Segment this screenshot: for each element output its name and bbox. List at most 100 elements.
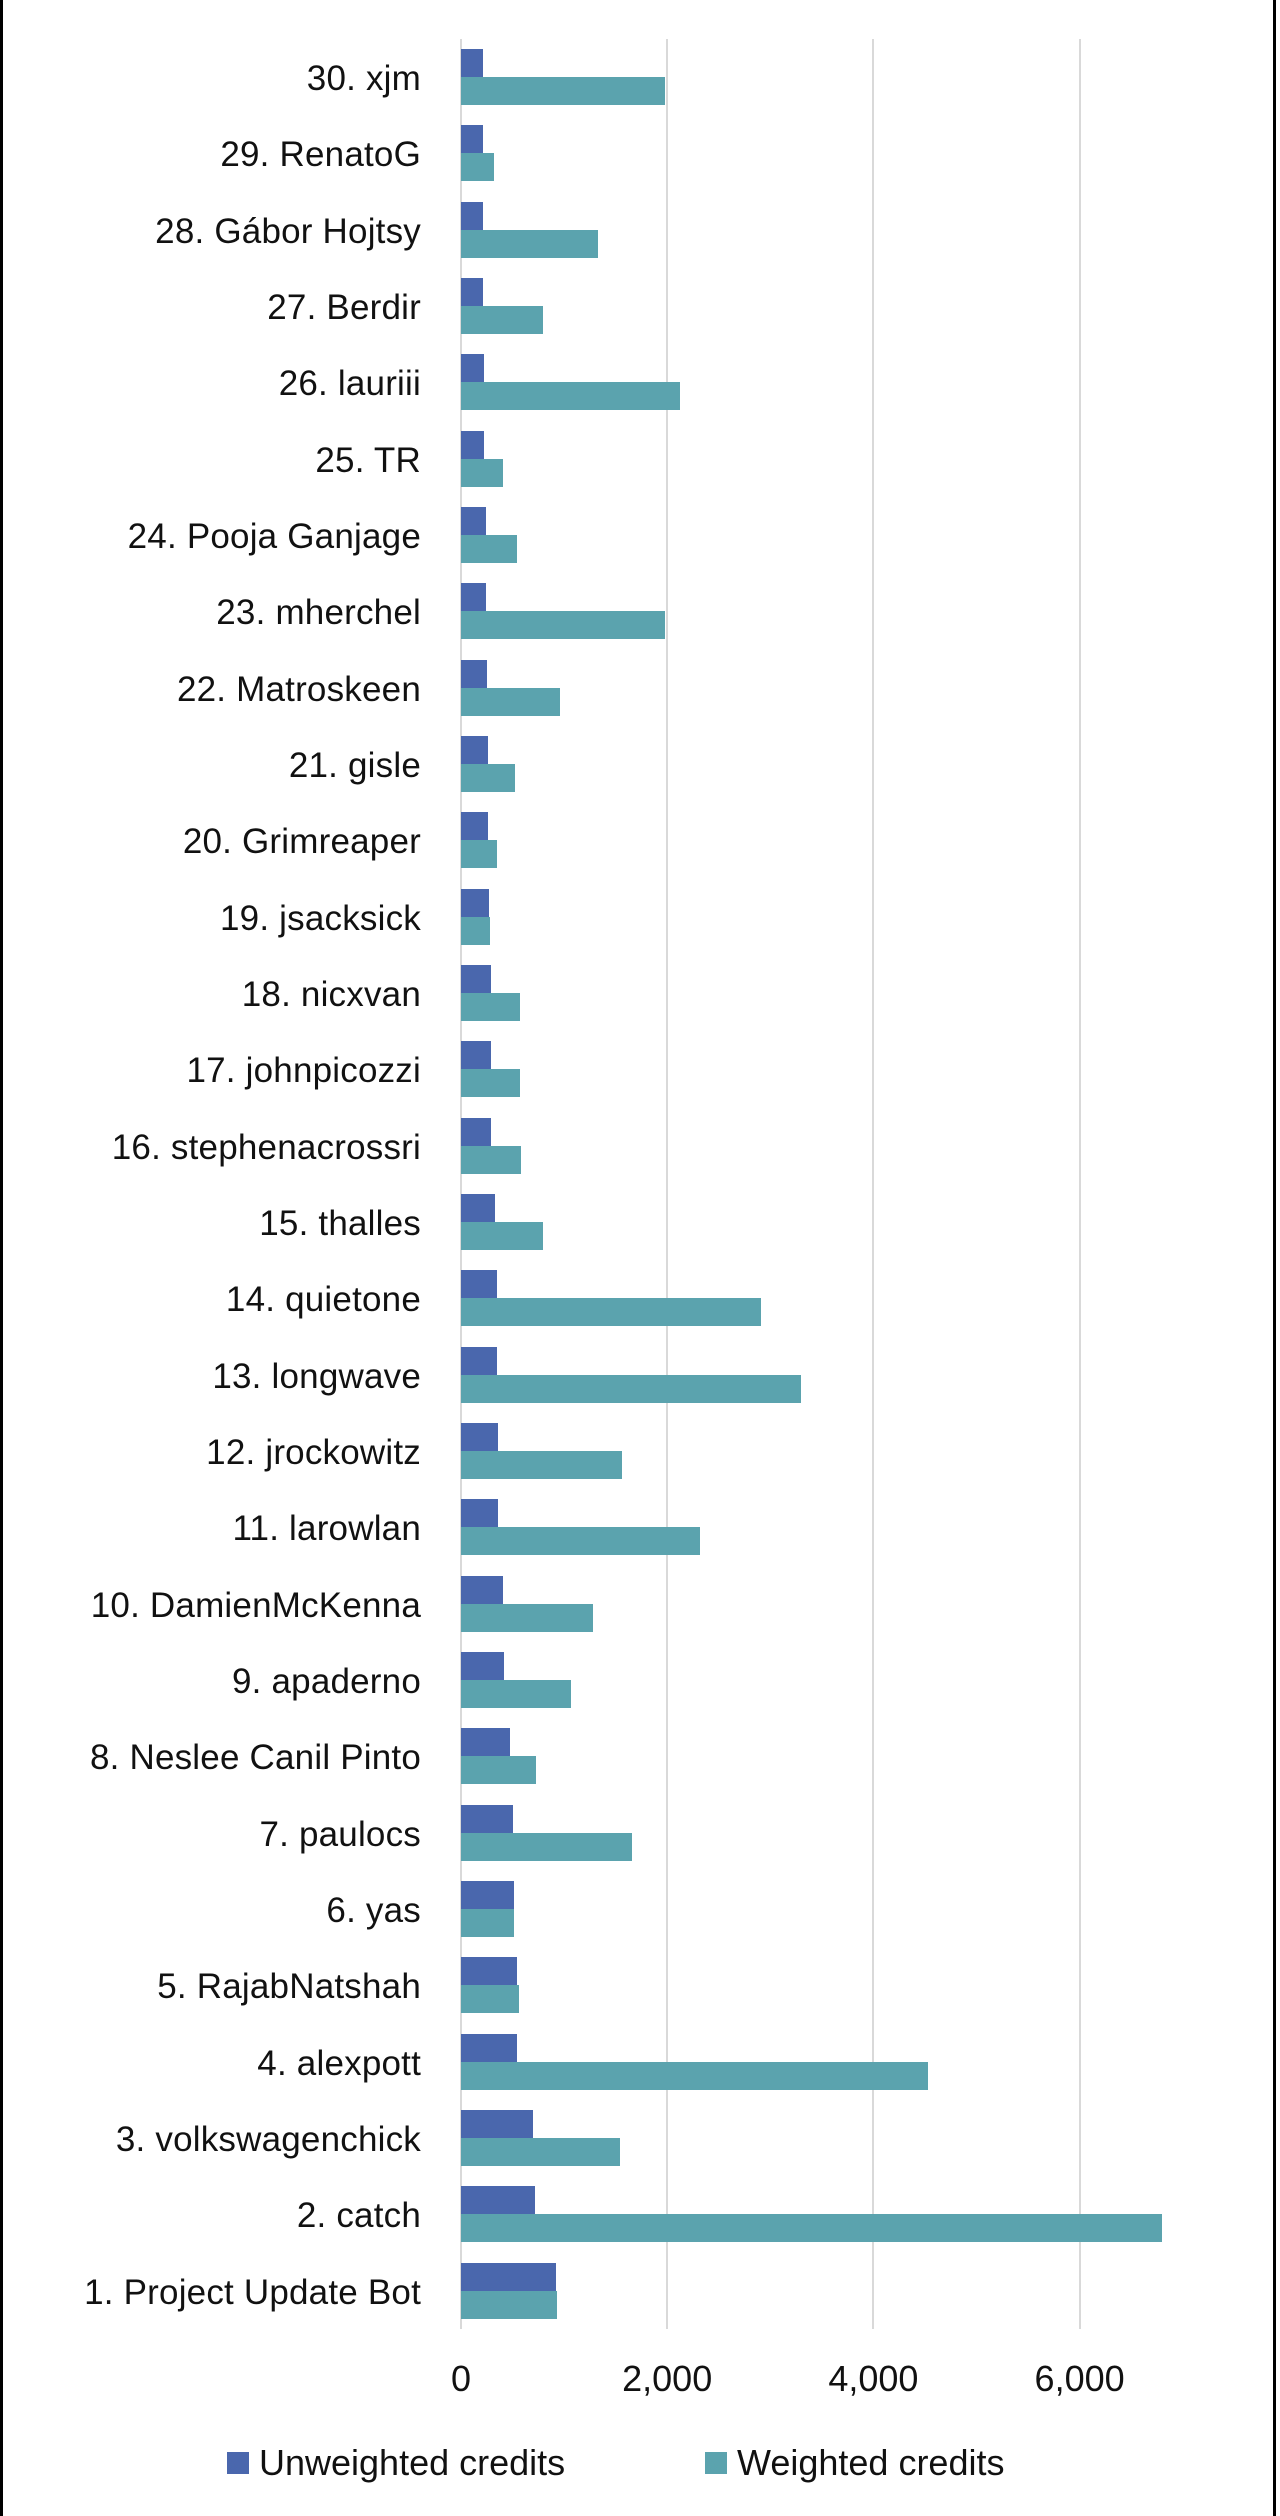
- bar-unweighted: [461, 2262, 557, 2291]
- bar-weighted: [461, 2061, 928, 2090]
- bar-weighted: [461, 1832, 632, 1861]
- category-label: 2. catch: [296, 2196, 421, 2236]
- bar-weighted: [461, 687, 561, 716]
- legend-swatch-weighted: [705, 2452, 727, 2474]
- category-label: 9. apaderno: [231, 1661, 421, 1701]
- bar-unweighted: [461, 735, 489, 764]
- bar-weighted: [461, 1298, 762, 1327]
- bar-group: [461, 192, 1273, 268]
- bar-weighted: [461, 305, 544, 334]
- bar-group: [461, 879, 1273, 955]
- bar-group: [461, 1795, 1273, 1871]
- gridline: [1078, 39, 1081, 2329]
- bar-unweighted: [461, 1270, 498, 1299]
- bar-weighted: [461, 2290, 558, 2319]
- bar-unweighted: [461, 1957, 518, 1986]
- bar-weighted: [461, 77, 666, 105]
- bar-weighted: [461, 611, 666, 640]
- category-label: 12. jrockowitz: [206, 1432, 421, 1472]
- bar-group: [461, 497, 1273, 573]
- bar-unweighted: [461, 125, 484, 154]
- category-label: 17. johnpicozzi: [186, 1051, 421, 1091]
- bar-group: [461, 115, 1273, 191]
- bar-weighted: [461, 153, 494, 182]
- bar-group: [461, 1718, 1273, 1794]
- category-label: 24. Pooja Ganjage: [127, 516, 421, 556]
- bar-group: [461, 1031, 1273, 1107]
- category-label: 18. nicxvan: [241, 974, 421, 1014]
- bar-unweighted: [461, 2033, 518, 2062]
- bar-unweighted: [461, 1651, 504, 1680]
- bar-weighted: [461, 1221, 544, 1250]
- bar-unweighted: [461, 430, 484, 459]
- bar-unweighted: [461, 49, 484, 77]
- bar-unweighted: [461, 888, 489, 917]
- bar-unweighted: [461, 2109, 534, 2138]
- category-label: 19. jsacksick: [220, 898, 421, 938]
- bar-group: [461, 1260, 1273, 1336]
- bar-unweighted: [461, 1728, 510, 1757]
- bar-unweighted: [461, 1041, 491, 1070]
- bar-unweighted: [461, 1117, 491, 1146]
- bar-group: [461, 802, 1273, 878]
- bar-unweighted: [461, 1499, 499, 1528]
- bar-group: [461, 1184, 1273, 1260]
- category-label: 5. RajabNatshah: [157, 1967, 421, 2007]
- x-tick-label: 6,000: [1034, 2358, 1125, 2399]
- bar-weighted: [461, 1679, 572, 1708]
- category-label: 21. gisle: [288, 745, 421, 785]
- bar-group: [461, 1489, 1273, 1565]
- bar-group: [461, 955, 1273, 1031]
- bar-group: [461, 726, 1273, 802]
- bar-weighted: [461, 1985, 520, 2014]
- category-label: 11. larowlan: [232, 1509, 421, 1549]
- bar-unweighted: [461, 659, 488, 688]
- bar-weighted: [461, 534, 517, 563]
- bar-weighted: [461, 763, 515, 792]
- bar-weighted: [461, 2137, 621, 2166]
- gridline: [666, 39, 669, 2329]
- legend: Unweighted credits Weighted credits: [0, 2438, 1280, 2488]
- category-label: 20. Grimreaper: [182, 822, 421, 862]
- category-label: 10. DamienMcKenna: [90, 1585, 421, 1625]
- bar-weighted: [461, 1450, 623, 1479]
- bar-unweighted: [461, 277, 484, 306]
- category-label: 30. xjm: [306, 59, 421, 98]
- bar-weighted: [461, 2214, 1162, 2243]
- bar-weighted: [461, 1069, 520, 1098]
- bar-group: [461, 421, 1273, 497]
- bar-group: [461, 650, 1273, 726]
- category-label: 6. yas: [326, 1890, 421, 1930]
- bar-weighted: [461, 1603, 594, 1632]
- bar-group: [461, 2253, 1273, 2329]
- bar-weighted: [461, 458, 504, 487]
- category-label: 23. mherchel: [216, 593, 421, 633]
- bar-unweighted: [461, 1422, 498, 1451]
- bar-weighted: [461, 1756, 536, 1785]
- bar-group: [461, 1337, 1273, 1413]
- category-label: 28. Gábor Hojtsy: [155, 211, 421, 251]
- bar-unweighted: [461, 583, 487, 612]
- bar-weighted: [461, 229, 599, 258]
- bar-unweighted: [461, 1193, 496, 1222]
- bar-group: [461, 1566, 1273, 1642]
- category-label: 1. Project Update Bot: [84, 2272, 421, 2312]
- bar-weighted: [461, 1374, 801, 1403]
- x-tick-label: 4,000: [828, 2358, 919, 2399]
- bar-unweighted: [461, 1880, 514, 1909]
- bar-unweighted: [461, 1575, 503, 1604]
- x-tick-label: 2,000: [622, 2358, 713, 2399]
- bar-unweighted: [461, 506, 486, 535]
- bar-unweighted: [461, 1346, 498, 1375]
- category-label: 26. lauriii: [278, 364, 421, 404]
- bar-unweighted: [461, 964, 491, 993]
- bar-weighted: [461, 382, 681, 411]
- bar-group: [461, 2100, 1273, 2176]
- bar-group: [461, 2176, 1273, 2252]
- bar-group: [461, 344, 1273, 420]
- bar-group: [461, 1642, 1273, 1718]
- gridline: [872, 39, 875, 2329]
- category-label: 4. alexpott: [257, 2043, 421, 2083]
- bar-weighted: [461, 1527, 701, 1556]
